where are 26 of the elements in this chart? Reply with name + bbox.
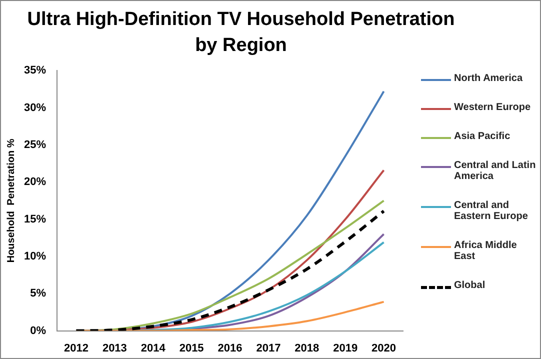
x-tick-label: 2016	[218, 342, 242, 354]
legend-label: Western Europe	[454, 102, 530, 113]
x-tick-label: 2015	[179, 342, 204, 354]
legend-label: Central and Latin America	[454, 160, 536, 182]
y-axis-title: Household Penetration %	[6, 138, 17, 263]
legend-label: North America	[454, 73, 523, 84]
x-tick-label: 2014	[140, 342, 166, 354]
y-tick-label: 15%	[24, 213, 46, 226]
x-tick-label: 2012	[64, 342, 88, 354]
legend-label: Asia Pacific	[454, 131, 510, 142]
y-tick-label: 20%	[24, 176, 46, 188]
x-tick-label: 2020	[372, 342, 396, 354]
x-tick-label: 2017	[256, 342, 281, 354]
x-tick-label: 2013	[102, 342, 127, 354]
legend-label: Central and Eastern Europe	[454, 200, 529, 222]
y-tick-label: 10%	[24, 250, 46, 262]
y-tick-label: 30%	[24, 102, 46, 114]
y-tick-label: 0%	[30, 324, 46, 337]
x-tick-label: 2019	[333, 342, 358, 354]
y-tick-label: 5%	[30, 288, 46, 300]
legend-label: Africa Middle East	[454, 240, 518, 262]
chart-title: Ultra High-Definition TV Household Penetration by Region	[26, 8, 456, 58]
y-tick-label: 35%	[24, 64, 46, 77]
x-tick-label: 2018	[294, 342, 320, 354]
y-tick-label: 25%	[24, 138, 46, 151]
legend-label: Global	[454, 280, 486, 291]
